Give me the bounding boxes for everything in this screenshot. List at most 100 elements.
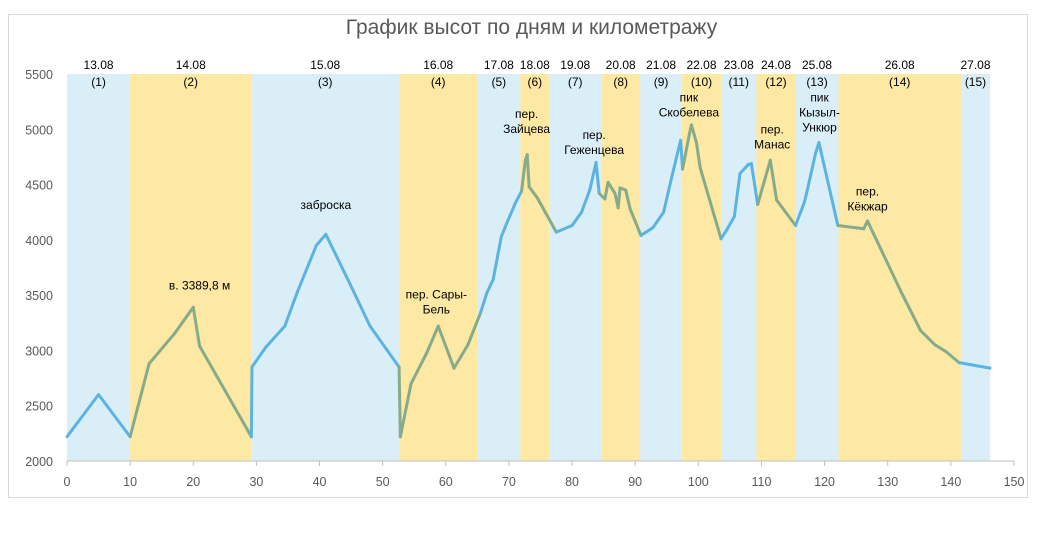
day-date-label: 26.08	[885, 58, 915, 72]
elevation-segment	[525, 153, 531, 189]
elevation-segment	[817, 141, 840, 227]
elevation-segment	[681, 132, 691, 171]
annotation-label: пер. Сары-	[406, 287, 467, 301]
day-number-label: (14)	[889, 75, 910, 89]
x-tick-label: 50	[376, 475, 390, 489]
elevation-segment	[900, 291, 923, 333]
elevation-segment	[933, 343, 948, 354]
day-number-label: (6)	[527, 75, 542, 89]
elevation-segment	[198, 344, 253, 439]
elevation-segment	[603, 180, 610, 201]
elevation-segment	[249, 365, 254, 439]
day-number-label: (7)	[568, 75, 583, 89]
elevation-segment	[520, 158, 527, 193]
elevation-segment	[616, 186, 622, 210]
elevation-segment	[172, 305, 195, 336]
elevation-segment	[694, 141, 702, 170]
elevation-segment	[836, 223, 866, 231]
day-date-label: 15.08	[310, 58, 340, 72]
elevation-segment	[588, 160, 598, 192]
day-number-label: (11)	[729, 75, 749, 89]
annotation-label: заброска	[301, 198, 352, 212]
day-number-label: (9)	[654, 75, 669, 89]
y-tick-label: 5500	[25, 68, 53, 82]
day-band-1	[67, 74, 131, 461]
elevation-segment	[957, 361, 992, 370]
day-date-label: 25.08	[802, 58, 832, 72]
x-tick-label: 120	[814, 475, 835, 489]
x-tick-label: 40	[313, 475, 327, 489]
y-tick-label: 2500	[25, 400, 53, 414]
annotation-label: пер.	[761, 123, 784, 137]
elevation-line	[65, 123, 992, 439]
x-tick-label: 140	[940, 475, 961, 489]
elevation-segment	[535, 196, 558, 234]
elevation-segment	[725, 215, 736, 232]
x-tick-label: 10	[123, 475, 137, 489]
elevation-segment	[409, 351, 429, 386]
day-date-label: 18.08	[520, 58, 550, 72]
elevation-segment	[719, 228, 729, 241]
elevation-segment	[570, 210, 584, 227]
x-tick-label: 90	[628, 475, 642, 489]
annotation-label: Манас	[754, 138, 790, 152]
elevation-segment	[527, 185, 539, 200]
elevation-segment	[732, 172, 742, 219]
elevation-segment	[768, 158, 779, 202]
day-band-12	[756, 74, 796, 461]
x-tick-label: 60	[439, 475, 453, 489]
day-band-7	[549, 74, 602, 461]
annotation-label: пер.	[515, 107, 538, 121]
chart-title: График высот по дням и километражу	[345, 16, 718, 39]
y-tick-label: 5000	[25, 123, 53, 137]
x-tick-label: 80	[565, 475, 579, 489]
elevation-segment	[513, 189, 524, 205]
elevation-segment	[738, 163, 750, 176]
elevation-segment	[466, 311, 483, 347]
annotation-label: Кызыл-	[799, 106, 840, 120]
day-number-label: (5)	[491, 75, 506, 89]
annotation-label: пик	[810, 91, 829, 105]
annotation-label: Кёкжар	[847, 200, 888, 214]
elevation-segment	[628, 207, 643, 237]
day-band-9	[640, 74, 682, 461]
annotation-label: в. 3389,8 м	[169, 279, 230, 293]
elevation-segment	[639, 226, 655, 237]
elevation-segment	[580, 188, 592, 214]
day-number-label: (13)	[806, 75, 827, 89]
day-band-5	[477, 74, 521, 461]
elevation-segment	[425, 324, 440, 355]
elevation-segment	[944, 350, 961, 365]
elevation-segment	[264, 324, 287, 349]
elevation-segment	[295, 243, 318, 294]
day-date-label: 23.08	[724, 58, 754, 72]
elevation-segment	[250, 345, 268, 369]
day-number-label: (2)	[183, 75, 198, 89]
annotation-label: Зайцева	[503, 122, 550, 136]
elevation-segment	[802, 187, 810, 204]
x-tick-label: 130	[877, 475, 898, 489]
day-band-6	[520, 74, 550, 461]
elevation-segment	[191, 305, 202, 348]
elevation-segment	[606, 180, 617, 195]
elevation-segment	[491, 235, 503, 282]
day-labels: 13.08 (1) 14.08 (2) 15.08 (3) 16.08 (4) 17.08 (5)…	[84, 58, 991, 89]
elevation-segment	[436, 324, 456, 370]
x-tick-label: 150	[1004, 475, 1025, 489]
day-date-label: 17.08	[484, 58, 514, 72]
elevation-segment	[65, 393, 101, 439]
day-date-label: 21.08	[646, 58, 676, 72]
day-date-label: 14.08	[176, 58, 206, 72]
annotation-label: пик	[680, 91, 699, 105]
day-band-14	[838, 74, 961, 461]
elevation-segment	[97, 393, 132, 439]
elevation-segment	[651, 210, 666, 230]
elevation-segment	[397, 365, 402, 439]
x-tick-label: 100	[688, 475, 709, 489]
elevation-segment	[794, 200, 806, 227]
day-band-4	[399, 74, 478, 461]
day-number-label: (15)	[965, 75, 986, 89]
elevation-segment	[398, 382, 413, 439]
axes: 0 10 20 30 40 50 60 70 80 90 100 110 120 130 140 150 200…	[25, 68, 1024, 489]
y-tick-label: 3500	[25, 289, 53, 303]
